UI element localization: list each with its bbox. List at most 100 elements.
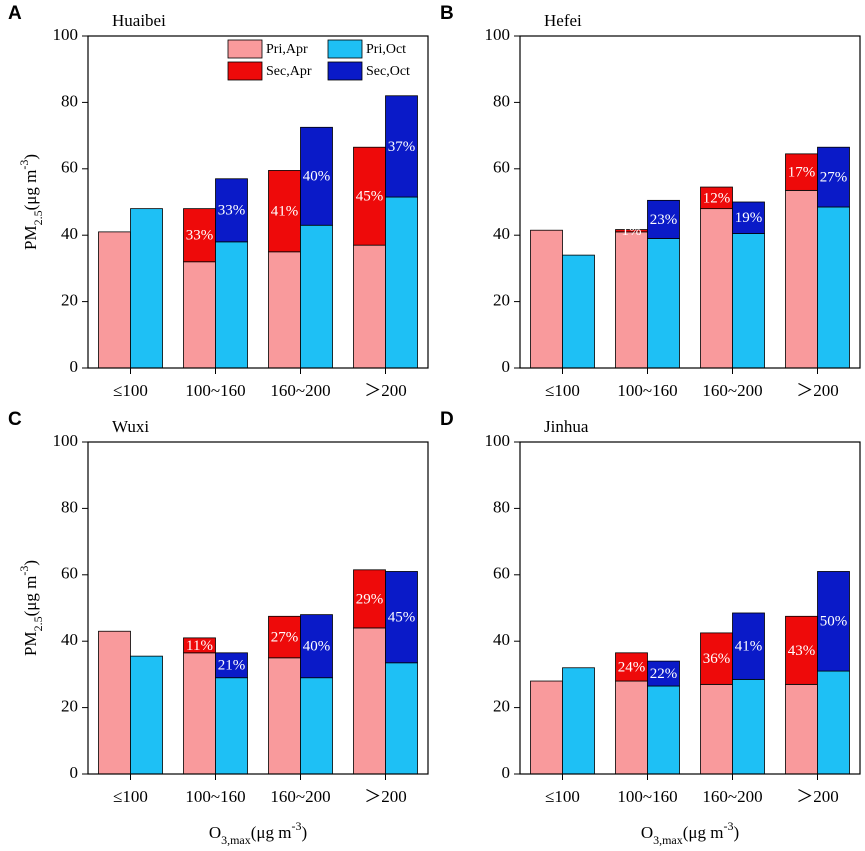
segment-label: 40% (303, 169, 331, 185)
panel-letter: C (8, 409, 22, 430)
bar-segment (353, 244, 386, 369)
legend-swatch (327, 61, 363, 81)
segment-label: 23% (650, 212, 678, 228)
bar-segment (732, 612, 765, 680)
y-tick-label: 40 (493, 630, 510, 649)
label-part: ) (21, 560, 40, 566)
y-tick-label: 20 (493, 291, 510, 310)
segment-label: 22% (650, 666, 678, 682)
panel-title: Wuxi (112, 417, 149, 436)
y-tick-label: 80 (493, 497, 510, 516)
y-tick-label: 20 (493, 697, 510, 716)
y-tick-label: 60 (493, 158, 510, 177)
bar-segment (785, 683, 818, 775)
bar-segment (300, 224, 333, 369)
bar-segment (268, 170, 301, 253)
label-part: PM (21, 225, 40, 250)
bar-segment (615, 652, 648, 682)
bar-segment (530, 680, 563, 775)
legend-label: Sec,Oct (366, 64, 410, 79)
legend-swatch (327, 39, 363, 59)
segment-label: 27% (271, 629, 299, 645)
bar-segment (817, 571, 850, 672)
label-part: -3 (17, 566, 31, 576)
bar-segment (732, 201, 765, 234)
x-tick-label: ≤100 (113, 381, 148, 400)
bar-segment (700, 186, 733, 210)
x-tick-label: 160~200 (270, 787, 330, 806)
x-tick-label: 100~160 (617, 381, 677, 400)
legend-swatch (227, 61, 263, 81)
bar-segment (300, 677, 333, 775)
plot-frame (519, 35, 861, 369)
x-tick-label: 100~160 (185, 381, 245, 400)
segment-label: 24% (618, 659, 646, 675)
panel-letter: D (440, 409, 454, 430)
segment-label: 41% (271, 204, 299, 220)
bar-segment (817, 670, 850, 775)
y-tick-label: 0 (70, 763, 79, 782)
label-part: 3,max (221, 833, 251, 847)
segment-label: 1% (622, 223, 642, 239)
bar-segment (385, 95, 418, 198)
bar-segment (785, 189, 818, 369)
segment-label: 27% (820, 170, 848, 186)
label-part: ) (21, 154, 40, 160)
bar-segment (530, 229, 563, 369)
bar-segment (183, 637, 216, 654)
y-tick-label: 80 (61, 497, 78, 516)
y-axis-label: PM2.5(μg m-3) (17, 560, 45, 656)
bar-segment (215, 677, 248, 775)
label-part: (μg m (251, 823, 292, 842)
x-tick-label: 100~160 (185, 787, 245, 806)
y-tick-label: 60 (61, 564, 78, 583)
label-part: PM (21, 631, 40, 656)
x-tick-label: 100~160 (617, 787, 677, 806)
label-part: 3,max (653, 833, 683, 847)
panel-title: Hefei (544, 11, 582, 30)
segment-label: 41% (735, 639, 763, 655)
segment-label: 11% (186, 638, 213, 654)
panel-letter: A (8, 3, 22, 24)
bar-segment (647, 685, 680, 775)
x-tick-label: ≤100 (545, 381, 580, 400)
y-tick-label: 0 (70, 357, 79, 376)
panel-title: Jinhua (544, 417, 589, 436)
bar-segment (130, 208, 163, 369)
label-part: 2.5 (31, 616, 45, 631)
y-tick-label: 20 (61, 697, 78, 716)
y-tick-label: 60 (61, 158, 78, 177)
bar-segment (183, 208, 216, 263)
bar-segment (615, 231, 648, 369)
x-tick-label: 160~200 (270, 381, 330, 400)
bar-segment (353, 569, 386, 629)
segment-label: 12% (703, 190, 731, 206)
plot-frame (87, 441, 429, 775)
y-tick-label: 60 (493, 564, 510, 583)
bar-segment (183, 652, 216, 775)
segment-label: 37% (388, 139, 416, 155)
bar-segment (817, 206, 850, 369)
bar-segment (647, 238, 680, 369)
label-part: 2.5 (31, 210, 45, 225)
label-part: (μg m (21, 576, 40, 617)
bar-segment (353, 627, 386, 775)
bar-segment (385, 571, 418, 664)
segment-label: 50% (820, 614, 848, 630)
y-tick-label: 80 (493, 91, 510, 110)
legend-label: Pri,Apr (266, 42, 308, 57)
segment-label: 36% (703, 651, 731, 667)
bar-segment (183, 261, 216, 369)
segment-label: 40% (303, 639, 331, 655)
segment-label: 29% (356, 591, 384, 607)
bar-segment (700, 632, 733, 685)
bar-segment (562, 667, 595, 775)
bar-segment (215, 178, 248, 243)
label-part: -3 (724, 819, 734, 833)
bar-segment (785, 615, 818, 685)
plot-frame (519, 441, 861, 775)
y-tick-label: 40 (493, 224, 510, 243)
x-tick-label: ＞200 (364, 381, 407, 400)
segment-label: 45% (388, 610, 416, 626)
bar-segment (98, 630, 131, 775)
